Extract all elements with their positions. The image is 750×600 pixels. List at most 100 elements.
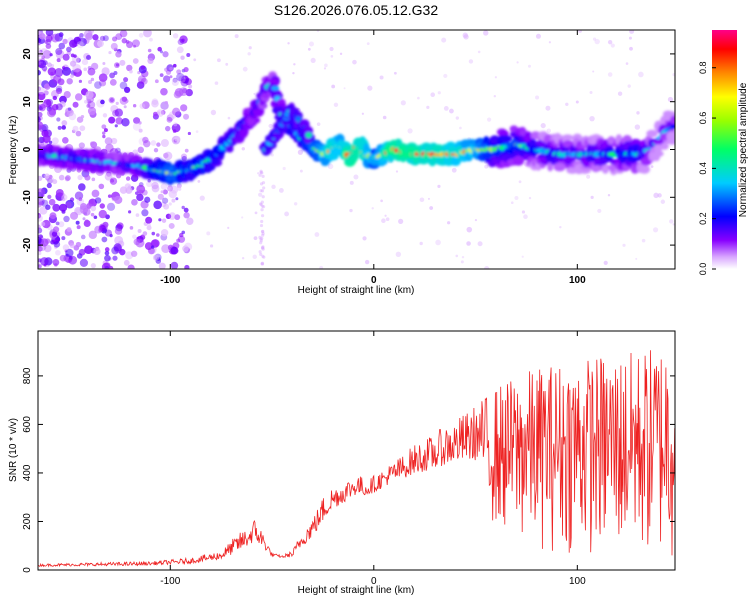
noise-speck — [133, 238, 141, 246]
noise-speck — [324, 63, 328, 68]
noise-speck — [147, 223, 151, 228]
noise-speck — [114, 62, 120, 69]
noise-speck — [38, 191, 44, 200]
noise-speck — [638, 71, 644, 78]
noise-speck — [361, 112, 364, 115]
noise-speck — [261, 254, 265, 258]
noise-speck — [172, 77, 178, 83]
noise-speck — [181, 155, 187, 162]
noise-speck — [262, 255, 266, 259]
noise-speck — [160, 190, 164, 194]
noise-speck — [53, 240, 61, 248]
noise-speck — [463, 34, 469, 40]
noise-speck — [102, 113, 108, 118]
noise-speck — [135, 213, 140, 217]
noise-speck — [590, 195, 594, 199]
noise-speck — [38, 121, 44, 130]
noise-speck — [657, 193, 662, 198]
x-tick-label: 100 — [569, 275, 586, 286]
noise-speck — [161, 218, 167, 223]
noise-speck — [455, 116, 460, 120]
noise-speck — [625, 62, 629, 65]
noise-speck — [352, 59, 357, 65]
noise-speck — [75, 220, 80, 225]
noise-speck — [149, 37, 153, 42]
noise-speck — [38, 69, 41, 76]
noise-speck — [160, 183, 168, 190]
noise-speck — [132, 104, 137, 108]
noise-speck — [282, 166, 286, 171]
noise-speck — [259, 203, 263, 207]
figure-title: S126.2026.076.05.12.G32 — [274, 2, 438, 18]
noise-speck — [636, 111, 640, 115]
noise-speck — [66, 46, 72, 53]
noise-speck — [183, 113, 190, 120]
noise-speck — [123, 77, 129, 83]
noise-speck — [225, 62, 229, 66]
noise-speck — [261, 233, 265, 237]
noise-speck — [153, 111, 158, 117]
noise-speck — [52, 203, 61, 212]
noise-speck — [52, 259, 60, 266]
noise-speck — [353, 174, 359, 180]
noise-speck — [384, 214, 387, 217]
ridge-halo — [646, 129, 658, 138]
y-tick-label: 0 — [22, 567, 33, 573]
noise-speck — [87, 101, 96, 109]
noise-speck — [518, 180, 522, 184]
noise-speck — [261, 245, 265, 249]
noise-speck — [447, 221, 451, 225]
noise-speck — [88, 230, 98, 240]
noise-speck — [101, 81, 107, 86]
noise-speck — [45, 30, 54, 37]
noise-speck — [105, 143, 114, 153]
noise-speck — [50, 33, 60, 43]
noise-speck — [287, 42, 290, 45]
noise-speck — [257, 172, 260, 175]
snr-plot: -100 0 100 0 200 400 600 800 Height of straight… — [8, 330, 676, 596]
noise-speck — [169, 75, 173, 79]
noise-speck — [419, 241, 423, 246]
noise-speck — [160, 229, 169, 237]
noise-speck — [38, 61, 42, 66]
noise-speck — [310, 57, 316, 64]
noise-speck — [292, 71, 295, 75]
noise-speck — [157, 193, 164, 200]
noise-speck — [443, 105, 449, 111]
noise-speck — [284, 211, 290, 217]
noise-speck — [62, 137, 69, 144]
ridge-halo — [639, 165, 651, 174]
noise-speck — [121, 96, 128, 102]
noise-speck — [109, 97, 114, 103]
noise-speck — [468, 59, 474, 64]
noise-speck — [172, 107, 181, 116]
noise-speck — [349, 208, 353, 213]
noise-speck — [429, 206, 434, 210]
y-tick-label: 400 — [22, 464, 33, 481]
noise-speck — [38, 87, 46, 95]
noise-speck — [115, 51, 122, 58]
noise-speck — [57, 125, 62, 130]
noise-speck — [660, 199, 666, 204]
noise-speck — [90, 77, 95, 82]
noise-speck — [174, 135, 181, 142]
noise-speck — [163, 151, 173, 161]
noise-speck — [42, 219, 51, 229]
noise-speck — [227, 116, 231, 120]
noise-speck — [437, 184, 441, 188]
noise-speck — [578, 30, 582, 33]
noise-speck — [395, 251, 402, 257]
noise-speck — [45, 35, 53, 43]
noise-speck — [109, 72, 115, 79]
noise-speck — [82, 217, 86, 221]
noise-speck — [40, 238, 49, 247]
noise-speck — [38, 86, 42, 92]
noise-speck — [162, 152, 169, 159]
noise-speck — [88, 80, 93, 85]
noise-speck — [393, 71, 397, 75]
noise-speck — [102, 131, 106, 135]
noise-speck — [83, 30, 93, 39]
noise-speck — [69, 60, 77, 67]
noise-speck — [38, 116, 41, 123]
